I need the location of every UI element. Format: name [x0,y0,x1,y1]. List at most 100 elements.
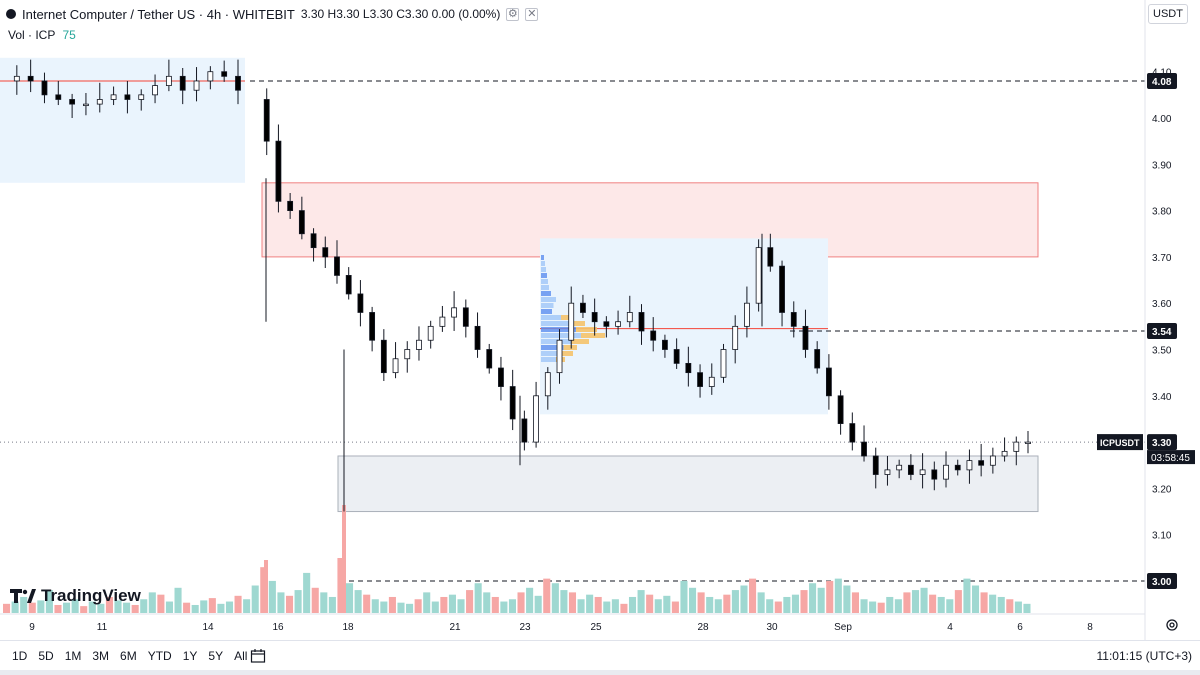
volume-profile-bar [541,345,564,350]
candle [451,291,458,331]
candle [919,453,926,489]
candle [732,315,739,364]
candle [69,93,76,118]
volume-bar [654,599,662,613]
currency-select[interactable]: USDT [1148,4,1188,24]
timeframe-5d[interactable]: 5D [38,649,54,663]
candle-body [1025,441,1031,445]
volume-bar [371,599,379,613]
time-tick: 9 [29,622,35,633]
volume-bar [466,590,474,613]
candle [615,310,621,335]
timeframe-ytd[interactable]: YTD [147,649,172,663]
symbol-tag-bg [1097,434,1143,451]
timeframe-6m[interactable]: 6M [120,649,137,663]
volume-profile-bar [571,339,589,344]
candle [861,425,867,462]
remove-icon[interactable]: ✕ [525,7,539,21]
volume-bar [457,599,465,613]
symbol-title[interactable]: Internet Computer / Tether US · 4h · WHI… [22,6,295,22]
gear-icon[interactable] [1165,618,1179,632]
calendar-range-icon[interactable] [250,648,266,664]
volume-profile-bar [581,333,605,338]
candle-body [744,302,750,327]
candle [697,364,703,398]
clock[interactable]: 11:01:15 (UTC+3) [1096,649,1193,663]
candle-body [207,71,214,82]
timeframe-1m[interactable]: 1M [64,649,82,663]
candle-body [931,469,938,480]
candle [708,363,715,395]
candle [849,412,856,451]
ohlc-readout: 3.30 H3.30 L3.30 C3.30 0.00 (0.00%) [300,7,501,21]
volume-profile-bar [541,309,552,314]
volume-bar [80,606,88,613]
volume-bar [285,595,294,613]
candle-body [825,367,832,397]
candle-body [1001,450,1008,457]
zone-blue [540,238,828,415]
candle [1025,430,1031,454]
price-chart[interactable]: 4.104.003.903.803.703.603.503.403.203.10… [0,0,1200,640]
candle-body [603,321,610,327]
volume-bar [534,595,542,613]
volume-profile-bar [541,339,571,344]
volume-profile-bar [541,327,576,332]
price-label: 4.08 [1147,72,1177,89]
candle [221,60,228,82]
timeframe-all[interactable]: All [234,649,248,663]
volume-bar [20,596,28,613]
candle-body [978,460,985,466]
time-tick: 8 [1087,622,1093,633]
timeframe-1y[interactable]: 1Y [182,649,198,663]
candle [580,294,586,319]
candle-body [533,395,539,443]
volume-bar [886,596,894,613]
candle-body [392,358,399,374]
volume-bar [320,592,328,613]
volume-bar [783,596,791,613]
candle-body [884,469,891,475]
timeframe-3m[interactable]: 3M [92,649,110,663]
volume-bar [628,596,637,613]
volume-bar [354,590,362,613]
time-tick: 21 [449,622,461,633]
candle [27,59,34,93]
timeframe-1d[interactable]: 1D [12,649,28,663]
volume-bar [71,599,79,613]
volume-bar [140,599,148,613]
volume-legend[interactable]: Vol · ICP 75 [8,28,76,42]
volume-bar [105,596,113,613]
candle-body [96,99,103,105]
volume-bar [217,603,225,613]
candle-body [673,349,680,364]
volume-bar [731,590,739,613]
volume-bar [157,594,165,613]
volume-bar [946,599,954,613]
volume-profile-bar [541,351,561,356]
time-tick: 4 [947,622,953,633]
volume-bar [114,600,122,613]
candle [287,193,294,219]
zone-grey [337,455,1039,513]
volume-bar [997,596,1005,613]
volume-bar [1014,601,1022,613]
volume-bar [165,601,173,613]
candle [427,320,434,349]
volume-profile-bar [541,285,549,290]
candle-body [474,325,481,350]
bottom-strip [0,670,1200,675]
candle-body [615,321,621,327]
candle-body [55,94,62,100]
candle [152,74,158,104]
volume-bar [388,596,396,613]
symbol-tag: ICPUSDT [1100,438,1140,448]
candle [404,341,411,373]
volume-bar [929,594,937,613]
timeframe-5y[interactable]: 5Y [208,649,224,663]
settings-icon[interactable]: ⚙ [506,7,520,21]
candle [462,299,469,338]
candle-body [544,372,551,397]
candle-body [138,94,145,100]
candle [486,343,493,374]
